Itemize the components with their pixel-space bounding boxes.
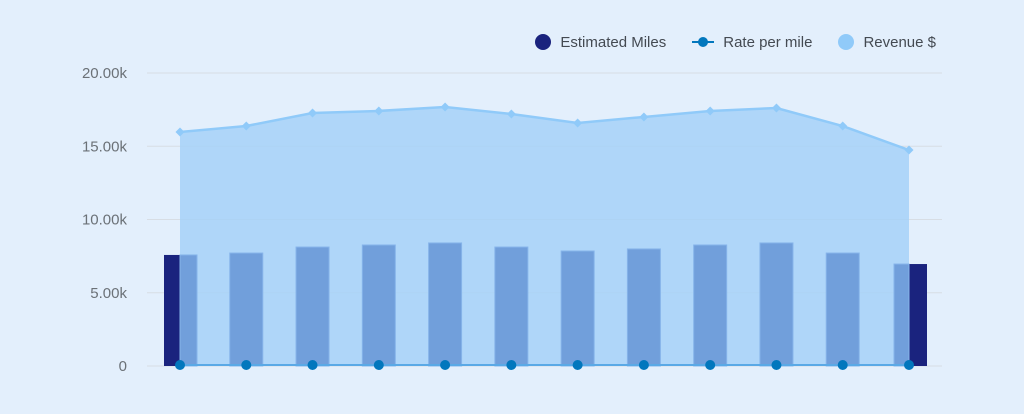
rate-line <box>175 360 914 370</box>
rate-point[interactable] <box>440 360 451 370</box>
miles-bar-tinted <box>893 263 910 367</box>
revenue-point[interactable] <box>308 108 318 118</box>
legend: Estimated Miles Rate per mile Revenue $ <box>535 30 936 54</box>
legend-label: Revenue $ <box>863 33 936 51</box>
revenue-area-fill <box>180 106 909 366</box>
circle-swatch-icon <box>838 34 855 50</box>
revenue-point[interactable] <box>838 121 848 131</box>
miles-bar-tinted <box>560 250 595 367</box>
legend-item-revenue[interactable]: Revenue $ <box>838 34 936 51</box>
revenue-point[interactable] <box>904 145 914 155</box>
legend-label: Rate per mile <box>723 33 813 51</box>
rate-point[interactable] <box>904 360 914 370</box>
y-tick-label: 10.00k <box>82 212 128 229</box>
y-axis-labels: 0 5.00k 10.00k 15.00k 20.00k <box>82 65 128 375</box>
revenue-point[interactable] <box>374 106 384 116</box>
rate-point[interactable] <box>307 360 318 370</box>
y-tick-label: 20.00k <box>82 65 128 82</box>
rate-point[interactable] <box>572 360 583 370</box>
miles-bar-tinted <box>693 244 728 367</box>
miles-bar-tinted <box>626 248 661 367</box>
revenue-point[interactable] <box>639 112 649 122</box>
miles-bar-tinted <box>229 252 264 367</box>
legend-item-rate-per-mile[interactable]: Rate per mile <box>692 34 812 51</box>
rate-point[interactable] <box>373 360 384 370</box>
line-dot-swatch-icon <box>692 34 715 50</box>
miles-bar-tinted <box>494 246 529 367</box>
revenue-point[interactable] <box>573 118 583 128</box>
miles-bar-tinted <box>825 252 860 367</box>
rate-point[interactable] <box>837 360 848 370</box>
y-tick-label: 15.00k <box>82 138 128 155</box>
revenue-point[interactable] <box>705 106 715 116</box>
rate-point[interactable] <box>175 360 185 370</box>
revenue-point[interactable] <box>241 121 251 131</box>
legend-item-estimated-miles[interactable]: Estimated Miles <box>535 34 666 51</box>
revenue-point[interactable] <box>175 127 185 137</box>
rate-point[interactable] <box>705 360 716 370</box>
rate-point[interactable] <box>771 360 782 370</box>
legend-label: Estimated Miles <box>560 33 667 51</box>
miles-bar-tinted <box>361 244 396 367</box>
revenue-point[interactable] <box>440 102 450 112</box>
y-tick-label: 5.00k <box>90 285 127 302</box>
miles-bar-tinted <box>295 246 330 367</box>
revenue-area <box>175 102 914 367</box>
rate-point[interactable] <box>506 360 517 370</box>
revenue-line <box>179 105 910 152</box>
circle-swatch-icon <box>535 34 552 50</box>
y-tick-label: 0 <box>119 358 127 375</box>
rate-point[interactable] <box>638 360 649 370</box>
rate-point[interactable] <box>241 360 252 370</box>
revenue-point[interactable] <box>506 109 516 119</box>
revenue-point[interactable] <box>771 103 781 113</box>
miles-bar-tinted <box>759 242 794 367</box>
miles-bar-tinted <box>179 254 198 367</box>
miles-bar-tinted <box>428 242 463 367</box>
